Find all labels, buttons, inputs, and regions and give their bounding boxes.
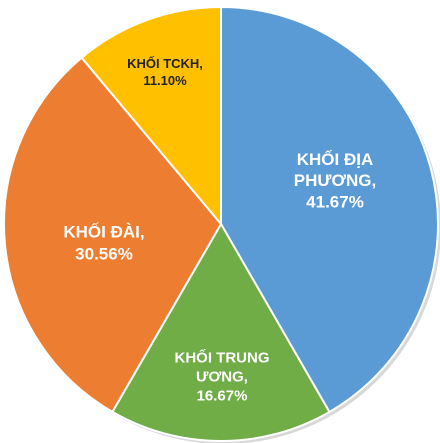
slice-label: KHỐI TCKH,	[127, 55, 203, 71]
pie-slice	[80, 5, 222, 227]
pie-slice	[220, 5, 439, 414]
slice-label: KHỐI TRUNG ƯƠNG,	[174, 349, 270, 385]
pie-slice	[3, 56, 223, 414]
value-label: 11.10%	[143, 72, 187, 88]
value-label: 41.67%	[306, 192, 364, 212]
pie-slice	[111, 222, 331, 442]
slice-label: KHỐI ĐỊA PHƯƠNG,	[293, 149, 377, 190]
value-label: 16.67%	[196, 387, 248, 405]
slice-label: KHỐI ĐÀI,	[63, 222, 145, 242]
value-label: 30.56%	[75, 244, 133, 264]
